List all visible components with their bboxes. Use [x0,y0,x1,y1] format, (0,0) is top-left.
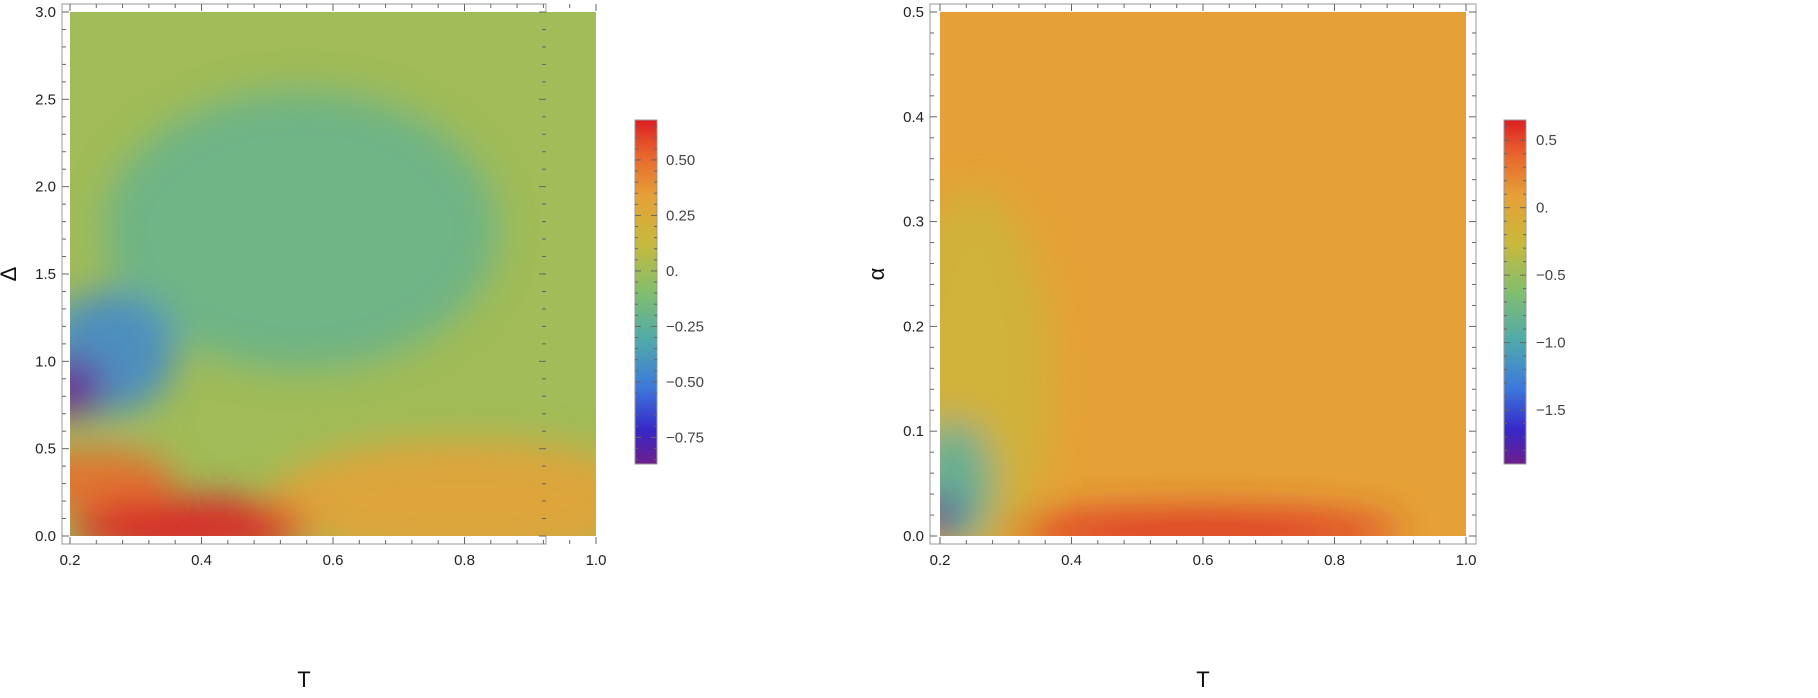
heatmap-feature-4 [70,495,307,536]
y-tick-label: 0.5 [35,441,56,458]
y-tick-label: 0.2 [903,318,924,335]
x-axis-title: T [297,667,310,692]
colorbar-tick-label: −0.50 [666,374,704,391]
heatmap-field [940,12,1466,536]
colorbar-tick-label: 0. [1536,200,1549,217]
y-axis-title: Δ [0,266,21,281]
heatmap-features [70,90,596,536]
heatmap-feature-0 [102,90,498,371]
colorbar-tick-label: −0.5 [1536,267,1566,284]
heatmap-feature-3 [70,448,176,512]
y-tick-label: 0.3 [903,214,924,231]
y-tick-label: 1.0 [35,353,56,370]
colorbar-tick-label: −1.0 [1536,335,1566,352]
x-tick-label: 0.8 [1324,552,1345,569]
x-tick-label: 0.2 [60,552,81,569]
heatmap-feature-2 [70,291,176,414]
heatmap-alpha-vs-T: 0.2 0.4 0.6 0.8 1.0 0.0 0.1 0.2 0.3 0.4 0.5 Tα 0.5 0.… [864,3,1566,692]
x-tick-label: 0.4 [1061,552,1082,569]
heatmap-features [940,190,1401,536]
y-tick-label: 2.5 [35,91,56,108]
y-tick-label: 0.0 [35,528,56,545]
y-tick-label: 0.4 [903,109,924,126]
x-tick-label: 0.8 [454,552,475,569]
y-axis-title: α [864,267,889,280]
x-tick-label: 1.0 [586,552,607,569]
colorbar-tick-label: 0.50 [666,152,695,169]
y-tick-label: 0.1 [903,423,924,440]
y-tick-label: 0.5 [903,4,924,21]
colorbar-tick-label: −0.25 [666,318,704,335]
heatmap-feature-3 [940,494,960,536]
x-tick-label: 0.4 [191,552,212,569]
colorbar-tick-label: 0. [666,263,679,280]
x-tick-label: 0.6 [1193,552,1214,569]
colorbar-tick-label: −1.5 [1536,402,1566,419]
heatmap-feature-5 [70,357,103,418]
heatmap-delta-vs-T: 0.2 0.4 0.6 0.8 1.0 0.0 0.5 1.0 1.5 2.0 2.5 3.0 T Δ 0.… [0,3,704,692]
y-tick-label: 3.0 [35,4,56,21]
colorbar [1503,119,1527,465]
heatmap-feature-1 [1005,509,1401,536]
colorbar [634,119,658,465]
heatmap-field [70,12,596,536]
colorbar-tick-label: 0.25 [666,207,695,224]
y-tick-label: 0.0 [903,528,924,545]
x-tick-label: 1.0 [1456,552,1477,569]
heatmap-feature-1 [267,439,596,536]
colorbar-tick-label: 0.5 [1536,132,1557,149]
y-tick-label: 1.5 [35,266,56,283]
colorbar-tick-label: −0.75 [666,429,704,446]
x-tick-label: 0.2 [930,552,951,569]
y-tick-label: 2.0 [35,179,56,196]
x-axis-title: T [1196,667,1209,692]
x-tick-label: 0.6 [323,552,344,569]
